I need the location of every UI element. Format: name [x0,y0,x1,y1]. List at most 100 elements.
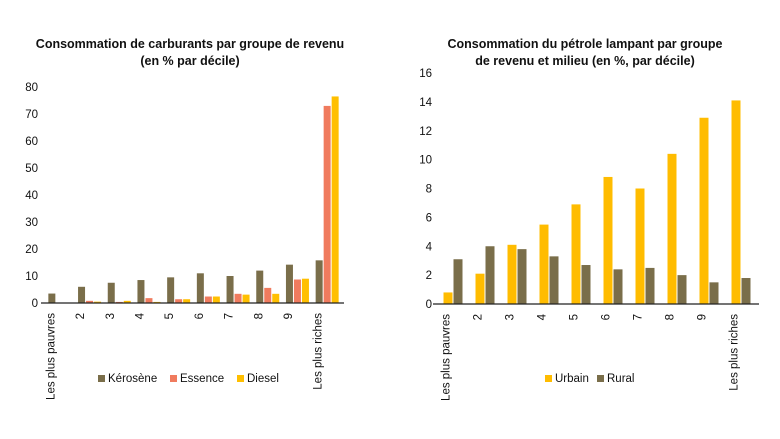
x-tick-label: 3 [105,313,117,319]
bar-kérosène [167,277,175,303]
bar-kérosène [315,260,323,303]
bar-diesel [272,293,280,303]
x-tick-label: 4 [537,313,549,320]
bar-diesel [94,301,102,303]
bar-kérosène [285,264,293,303]
chart-title: (en % par décile) [140,54,239,68]
bar-essence [293,279,301,303]
bar-essence [145,298,153,303]
bar-essence [86,300,94,303]
x-tick-label: 8 [665,314,677,320]
bar-essence [175,299,183,303]
bar-urbain [635,188,645,304]
x-tick-label: 7 [633,314,645,320]
bar-rural [677,275,687,304]
y-tick-label: 0 [426,299,432,311]
x-tick-label: 8 [253,313,265,319]
bar-diesel [183,299,191,303]
bar-diesel [212,296,220,303]
chart-1: Consommation de carburants par groupe de… [25,37,344,400]
x-tick-label: 6 [194,313,206,319]
chart-2: Consommation du pétrole lampant par grou… [419,37,759,401]
y-tick-label: 16 [419,68,432,80]
bar-kérosène [107,282,115,303]
x-tick-label: 2 [473,314,485,320]
legend-item: Essence [170,373,224,385]
legend-swatch [170,375,177,382]
bar-essence [234,293,242,303]
y-tick-label: 0 [32,298,38,310]
y-tick-label: 80 [25,82,38,94]
bar-rural [517,249,527,304]
chart-title: Consommation du pétrole lampant par grou… [447,37,722,51]
legend-swatch [545,375,552,382]
bar-rural [581,265,591,304]
x-tick-label: 5 [164,313,176,319]
x-tick-label: 7 [224,313,236,319]
bar-urbain [443,292,453,304]
legend-item: Kérosène [98,373,157,385]
bar-kérosène [196,273,204,303]
legend-swatch [98,375,105,382]
y-tick-label: 6 [426,212,432,224]
y-tick-label: 4 [426,241,433,253]
chart-title: Consommation de carburants par groupe de… [36,37,344,51]
x-tick-label: 5 [569,314,581,320]
bar-diesel [123,300,131,303]
legend-label: Urbain [555,373,589,385]
bar-kérosène [78,286,86,303]
y-tick-label: 60 [25,136,38,148]
legend-label: Essence [180,373,224,385]
bar-rural [709,282,719,304]
bar-diesel [242,294,250,303]
bar-rural [485,246,495,304]
bar-essence [323,105,331,304]
bar-rural [453,259,463,304]
bar-essence [204,296,212,303]
y-tick-label: 40 [25,190,38,202]
bar-rural [741,278,751,304]
x-tick-label: Les plus riches [729,314,741,391]
bar-urbain [507,244,517,304]
bar-urbain [539,224,549,304]
y-tick-label: 30 [25,217,38,229]
y-tick-label: 12 [419,126,432,138]
bar-urbain [667,153,677,304]
x-tick-label: 9 [697,314,709,320]
legend-label: Kérosène [108,373,157,385]
bar-diesel [331,96,339,303]
bar-diesel [301,278,309,303]
bar-essence [264,287,272,303]
y-tick-label: 8 [426,184,432,196]
y-tick-label: 50 [25,163,38,175]
bar-kérosène [137,280,145,303]
legend-label: Rural [607,373,634,385]
bar-kérosène [226,276,234,303]
x-tick-label: 3 [505,314,517,320]
y-tick-label: 10 [25,271,38,283]
bar-urbain [571,204,581,304]
bar-kérosène [256,270,264,303]
bar-rural [645,267,655,304]
y-tick-label: 70 [25,109,38,121]
legend-swatch [237,375,244,382]
x-tick-label: Les plus pauvres [441,314,453,401]
legend-item: Diesel [237,373,279,385]
bar-urbain [699,117,709,304]
legend-label: Diesel [247,373,279,385]
y-tick-label: 14 [419,97,432,109]
legend-swatch [597,375,604,382]
y-tick-label: 10 [419,155,432,167]
bar-urbain [731,100,741,305]
y-tick-label: 20 [25,244,38,256]
chart-title: de revenu et milieu (en %, par décile) [475,54,695,68]
bar-urbain [475,273,485,304]
bar-urbain [603,176,613,304]
y-tick-label: 2 [426,270,432,282]
x-tick-label: 4 [134,312,146,319]
legend-item: Rural [597,373,634,385]
legend-item: Urbain [545,373,589,385]
x-tick-label: 2 [75,313,87,319]
x-tick-label: 9 [283,313,295,319]
